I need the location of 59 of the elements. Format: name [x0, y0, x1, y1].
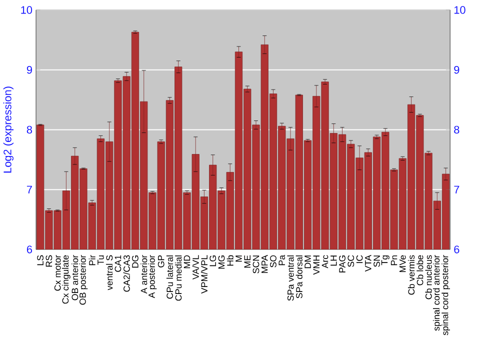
x-tick-label: Hb [226, 255, 234, 266]
x-tick-label: SO [270, 255, 276, 268]
y-tick-label: 10 [21, 6, 32, 14]
y-axis-title: Log2 (expression) [3, 86, 14, 172]
x-tick-label: IC [356, 255, 363, 263]
x-tick-label: Pa [278, 254, 286, 265]
x-tick-label: MPA [262, 254, 268, 273]
x-tick-label: Cb lobe [416, 255, 424, 286]
x-tick-label: Cx motor [54, 254, 61, 291]
y-tick-label: 9 [26, 66, 32, 74]
x-tick-label: Tg [381, 255, 390, 266]
x-tick-label: DM [304, 256, 311, 268]
x-tick-label: MVe [400, 255, 406, 272]
x-tick-label: CA1 [114, 255, 122, 272]
x-tick-label: Cb nucleus [425, 255, 432, 300]
x-tick-label: A anterior [140, 254, 148, 294]
x-tick-label: CPu lateral [166, 255, 174, 299]
x-tick-label: Tu [98, 255, 104, 265]
x-tick-label: SN [374, 256, 380, 267]
x-tick-label: CA2/CA3 [123, 255, 130, 292]
y2-tick-label: 10 [454, 6, 466, 14]
x-tick-label: Pir [88, 254, 96, 265]
x-tick-label: SC [348, 255, 354, 267]
x-tick-label: VPM/VPL [200, 255, 208, 294]
x-tick-label: LH [330, 256, 337, 266]
x-tick-label: Pn [390, 255, 398, 265]
y-tick-label: 7 [26, 186, 32, 194]
x-tick-label: spinal cord posterior [442, 254, 450, 336]
x-tick-label: MD [184, 255, 190, 268]
x-tick-label: ME [244, 255, 250, 268]
x-tick-label: Cx cingulate [62, 255, 70, 304]
x-tick-label: SCN [252, 256, 260, 274]
y2-tick-label: 9 [454, 66, 460, 74]
x-tick-label: Cb vermis [408, 255, 415, 295]
y2-tick-label: 8 [454, 126, 460, 134]
x-tick-label: SPa dorsal [296, 255, 302, 298]
y2-tick-label: 7 [454, 186, 460, 194]
x-tick-label: spinal cord anterior [432, 254, 442, 331]
x-tick-label: VA/VL [192, 255, 199, 280]
x-tick-label: RS [46, 255, 52, 266]
x-tick-label: PAG [339, 255, 346, 272]
y2-tick-label: 6 [454, 245, 460, 254]
x-tick-label: OB anterior [72, 254, 78, 300]
x-tick-label: A posterior [148, 254, 157, 298]
x-tick-label: GP [158, 255, 164, 268]
x-tick-label: LS [37, 255, 44, 265]
x-tick-label: CPu medial [175, 255, 182, 301]
x-tick-label: VMH [313, 256, 320, 275]
x-tick-label: M [236, 256, 242, 262]
x-tick-label: MG [218, 255, 225, 268]
x-tick-label: ventral S [106, 255, 113, 290]
x-tick-label: OB posterior [79, 254, 88, 305]
x-tick-label: Arc [322, 255, 328, 268]
x-tick-label: SPa ventral [287, 255, 294, 301]
y-tick-label: 8 [26, 126, 32, 134]
x-tick-label: VTA [365, 254, 372, 272]
y-tick-label: 6 [26, 245, 32, 254]
x-tick-label: LG [210, 255, 216, 266]
x-tick-label: DG [132, 255, 138, 268]
